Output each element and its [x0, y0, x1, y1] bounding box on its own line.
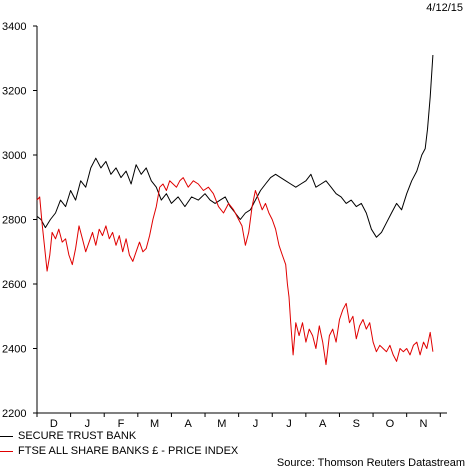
- source-note: Source: Thomson Reuters Datastream: [276, 457, 465, 469]
- y-axis-ticks: 2200 2400 2600 2800 3000 3200 3400: [2, 21, 37, 420]
- legend-label: FTSE ALL SHARE BANKS £ - PRICE INDEX: [18, 445, 239, 457]
- x-tick-label: N: [419, 418, 427, 430]
- x-tick-label: J: [286, 418, 292, 430]
- legend-label: SECURE TRUST BANK: [18, 430, 137, 442]
- x-tick-label: D: [50, 418, 58, 430]
- series-lines: [36, 54, 434, 366]
- y-tick-label: 3200: [2, 86, 26, 98]
- legend-swatch-black: [0, 435, 13, 437]
- x-tick-label: J: [85, 418, 91, 430]
- series-line-secure-trust-bank: [36, 54, 434, 238]
- y-tick-label: 2400: [2, 344, 26, 356]
- legend-swatch-red: [0, 450, 13, 452]
- x-tick-label: S: [353, 418, 360, 430]
- x-tick-label: A: [185, 418, 193, 430]
- y-tick-label: 2200: [2, 408, 26, 420]
- chart-axes: [36, 26, 447, 414]
- y-tick-label: 3000: [2, 150, 26, 162]
- x-tick-label: M: [150, 418, 159, 430]
- x-tick-label: M: [217, 418, 226, 430]
- x-tick-label: O: [386, 418, 395, 430]
- series-line-ftse-all-share-banks: [36, 177, 434, 366]
- x-tick-label: A: [319, 418, 327, 430]
- date-label: 4/12/15: [426, 2, 463, 14]
- x-tick-label: F: [118, 418, 125, 430]
- legend-item-ftse-all-share-banks: FTSE ALL SHARE BANKS £ - PRICE INDEX: [0, 445, 238, 458]
- y-tick-label: 3400: [2, 21, 26, 33]
- legend-item-secure-trust-bank: SECURE TRUST BANK: [0, 430, 136, 443]
- y-tick-label: 2800: [2, 215, 26, 227]
- x-tick-label: J: [253, 418, 259, 430]
- y-tick-label: 2600: [2, 279, 26, 291]
